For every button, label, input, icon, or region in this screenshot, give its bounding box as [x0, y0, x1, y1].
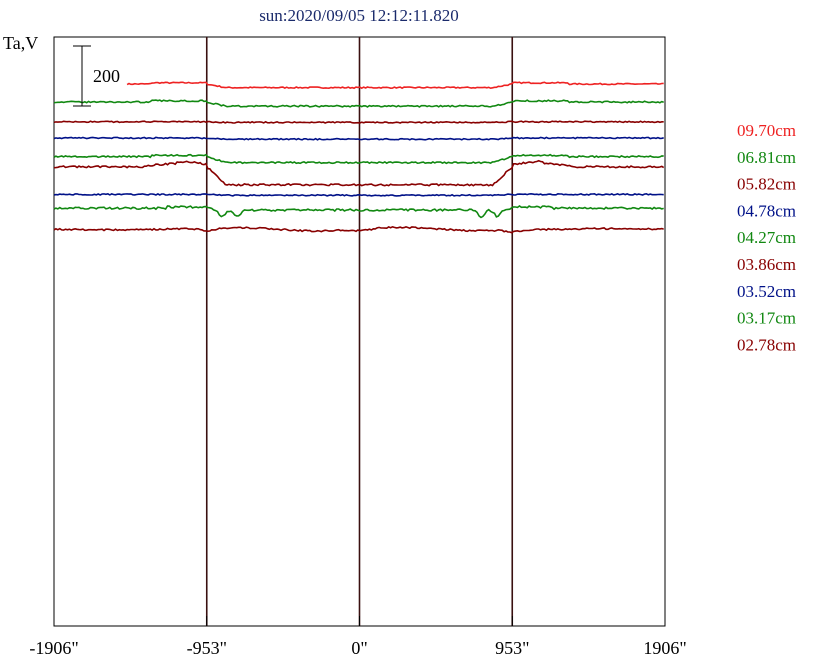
series-line-04.78cm: [53, 136, 664, 141]
series-line-05.82cm: [53, 120, 664, 124]
legend-entry-05.82cm: 05.82cm: [737, 175, 796, 194]
series-line-03.17cm: [53, 205, 664, 219]
legend-entry-03.86cm: 03.86cm: [737, 255, 796, 274]
series-line-03.86cm: [53, 159, 665, 187]
scale-bar: 200: [73, 45, 120, 107]
series-line-06.81cm: [53, 99, 664, 108]
legend-entry-09.70cm: 09.70cm: [737, 121, 796, 140]
series-line-03.52cm: [53, 192, 664, 197]
legend-entry-04.78cm: 04.78cm: [737, 201, 796, 220]
x-tick-label-0: -1906": [29, 638, 78, 658]
x-tick-label-2: 0": [351, 638, 367, 658]
scale-bar-label: 200: [93, 66, 120, 86]
series-line-04.27cm: [53, 153, 664, 165]
y-axis-label: Ta,V: [3, 33, 38, 53]
chart-title: sun:2020/09/05 12:12:11.820: [259, 6, 459, 25]
series-line-02.78cm: [53, 225, 664, 234]
legend-entry-04.27cm: 04.27cm: [737, 228, 796, 247]
legend-entry-03.17cm: 03.17cm: [737, 309, 796, 328]
x-tick-label-4: 1906": [643, 638, 686, 658]
x-tick-label-1: -953": [187, 638, 227, 658]
legend-entry-02.78cm: 02.78cm: [737, 335, 796, 354]
series-line-09.70cm: [126, 81, 664, 90]
legend-entry-03.52cm: 03.52cm: [737, 282, 796, 301]
legend-entry-06.81cm: 06.81cm: [737, 148, 796, 167]
x-tick-label-3: 953": [495, 638, 529, 658]
